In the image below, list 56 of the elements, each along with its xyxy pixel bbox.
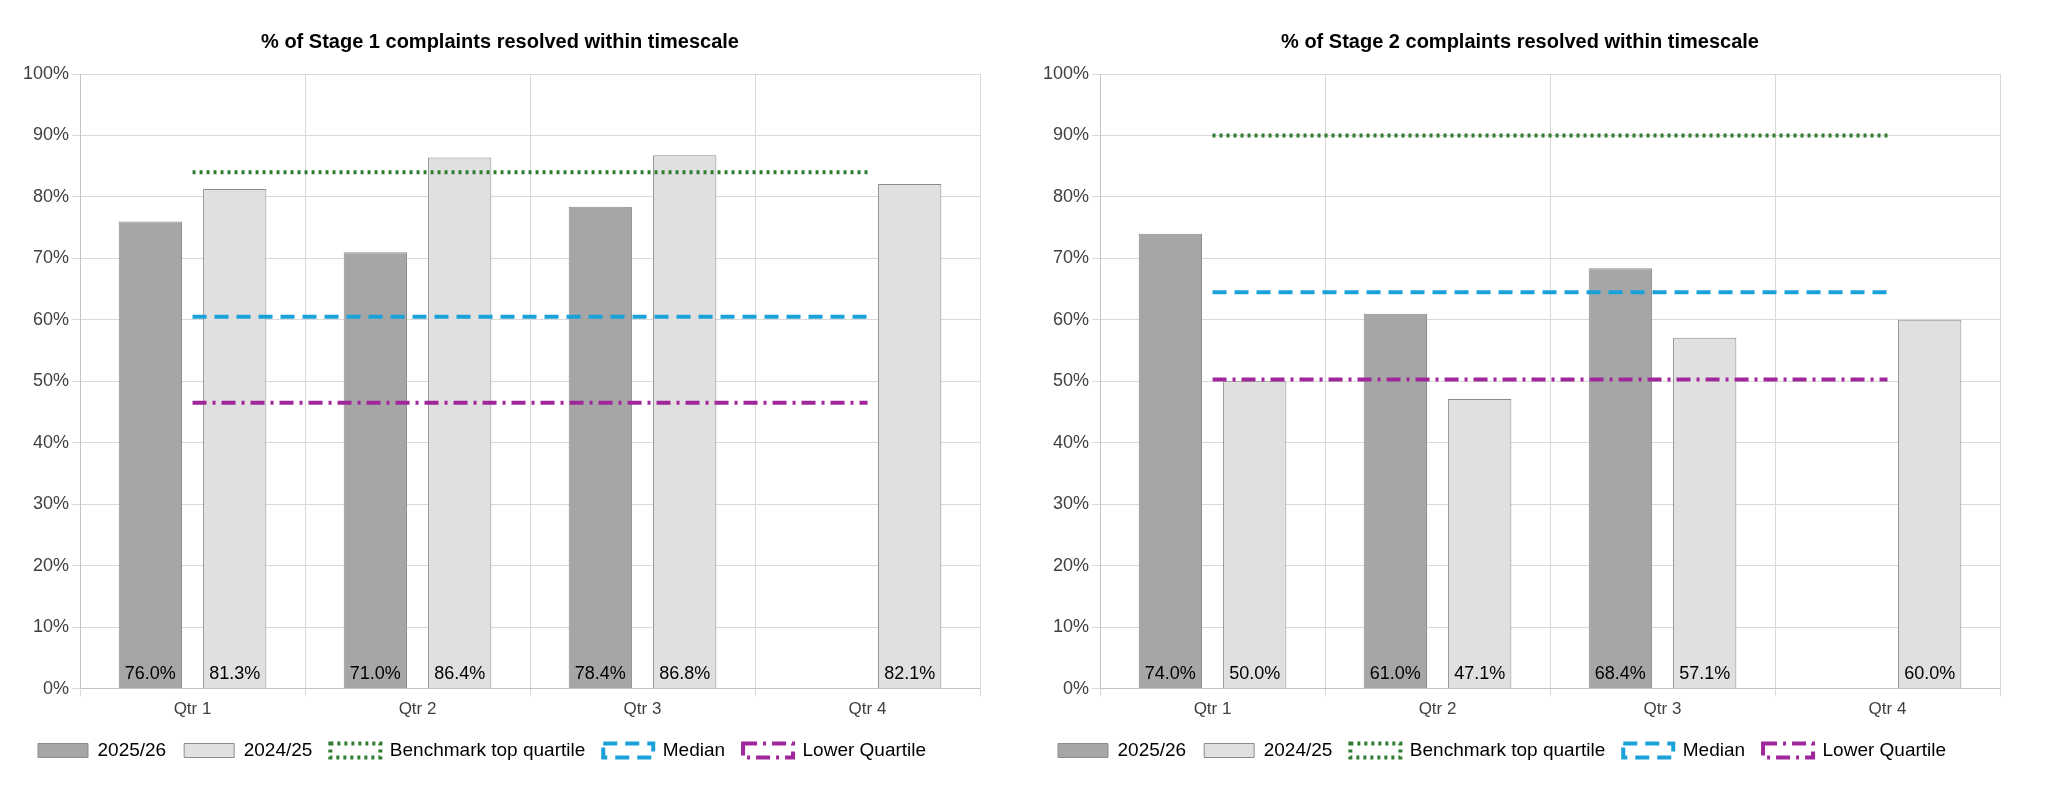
legend-label: 2024/25 [243,738,313,760]
data-label: 82.1% [884,662,936,683]
data-label: 86.8% [659,662,711,683]
data-label: 86.4% [434,662,486,683]
data-label: 74.0% [1144,662,1196,683]
y-tick-label: 60% [1053,308,1090,329]
y-tick-label: 60% [33,308,70,329]
y-tick-label: 70% [1053,247,1090,268]
data-label: 61.0% [1369,662,1421,683]
y-tick-label: 20% [1053,554,1090,575]
x-tick-label: Qtr 3 [623,699,662,719]
y-tick-label: 10% [33,616,70,637]
y-tick-label: 100% [1042,62,1090,83]
data-label: 71.0% [349,662,401,683]
data-label: 50.0% [1229,662,1281,683]
y-tick-label: 30% [33,493,70,514]
x-tick-label: Qtr 1 [173,699,212,719]
y-tick-label: 90% [33,124,70,145]
y-tick-label: 70% [33,247,70,268]
y-tick-label: 100% [22,62,70,83]
y-tick-label: 50% [1053,370,1090,391]
data-label: 60.0% [1904,662,1956,683]
y-tick-label: 20% [33,554,70,575]
legend-label: Lower Quartile [802,738,927,760]
chart-title: % of Stage 2 complaints resolved within timescale [1281,29,1759,52]
y-tick-label: 50% [33,370,70,391]
data-label: 68.4% [1594,662,1646,683]
y-tick-label: 0% [43,677,70,698]
y-tick-label: 80% [33,185,70,206]
legend-label: Benchmark top quartile [1409,738,1606,760]
legend-label: Lower Quartile [1822,738,1947,760]
legend-label: Median [662,738,726,760]
x-tick-label: Qtr 4 [848,699,887,719]
data-label: 47.1% [1454,662,1506,683]
data-label: 76.0% [124,662,176,683]
legend-label: 2025/26 [97,738,167,760]
x-tick-label: Qtr 4 [1868,699,1907,719]
y-tick-label: 10% [1053,616,1090,637]
x-tick-label: Qtr 2 [1418,699,1457,719]
y-tick-label: 40% [33,431,70,452]
y-tick-label: 90% [1053,124,1090,145]
x-tick-label: Qtr 2 [398,699,437,719]
chart-title: % of Stage 1 complaints resolved within timescale [261,29,739,52]
legend-label: 2025/26 [1117,738,1187,760]
y-tick-label: 80% [1053,185,1090,206]
y-tick-label: 40% [1053,431,1090,452]
data-label: 57.1% [1679,662,1731,683]
y-tick-label: 0% [1063,677,1090,698]
legend-label: Median [1682,738,1746,760]
legend-label: Benchmark top quartile [389,738,586,760]
legend-label: 2024/25 [1263,738,1333,760]
x-tick-label: Qtr 3 [1643,699,1682,719]
data-label: 81.3% [209,662,261,683]
data-label: 78.4% [574,662,626,683]
x-tick-label: Qtr 1 [1193,699,1232,719]
y-tick-label: 30% [1053,493,1090,514]
